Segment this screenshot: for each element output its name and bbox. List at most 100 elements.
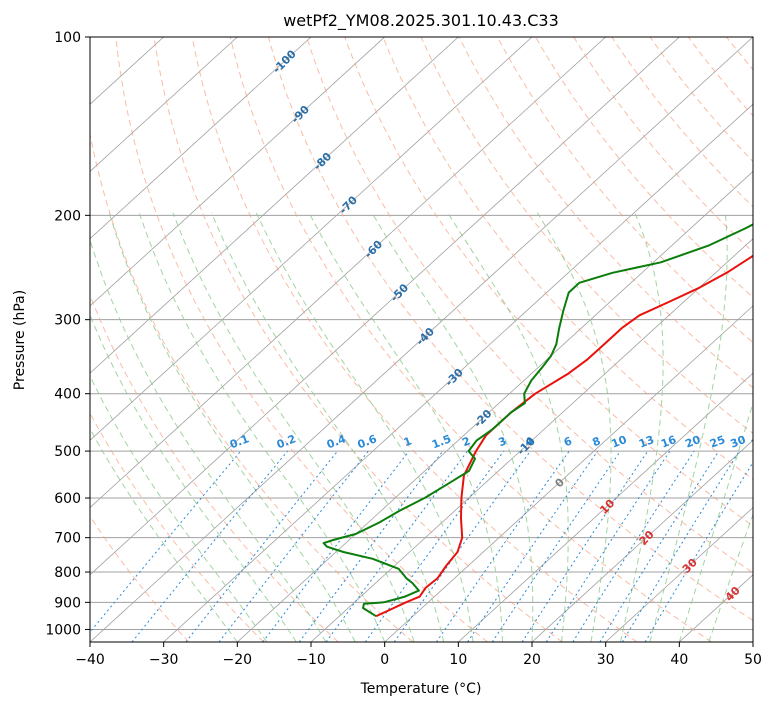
background-lines xyxy=(90,37,775,642)
moist-adiabat-line xyxy=(172,212,415,642)
y-tick-label: 200 xyxy=(54,208,81,224)
moist-adiabat-line xyxy=(90,313,297,642)
x-tick-label: 10 xyxy=(449,652,467,668)
mixing-ratio-line xyxy=(491,450,621,642)
mixing-ratio-label: 16 xyxy=(659,433,678,451)
isotherm-line xyxy=(90,37,312,240)
x-tick-label: −30 xyxy=(149,652,179,668)
dry-adiabat-line xyxy=(191,37,638,642)
mixing-ratio-label: 3 xyxy=(497,434,509,449)
mixing-ratio-line xyxy=(218,450,369,642)
moist-adiabat-line xyxy=(447,212,569,642)
x-tick-label: 30 xyxy=(597,652,615,668)
dry-adiabat-line xyxy=(344,37,753,527)
mixing-ratio-line xyxy=(599,450,720,642)
moist-adiabat-line xyxy=(678,401,753,642)
isotherm-line xyxy=(752,641,753,642)
mixing-ratio-line xyxy=(621,450,740,642)
dry-adiabat-line xyxy=(420,37,753,434)
mixing-ratio-label: 1 xyxy=(402,434,414,449)
isotherm-line xyxy=(90,37,533,441)
dry-adiabat-line xyxy=(268,37,753,622)
isotherm-line xyxy=(90,37,385,307)
mixing-ratio-label: 30 xyxy=(729,433,748,451)
plot-frame xyxy=(89,36,754,643)
mixing-ratio-label: 36 xyxy=(749,433,768,451)
isotherm-line xyxy=(605,507,753,642)
x-tick-label: −20 xyxy=(223,652,253,668)
y-tick-label: 600 xyxy=(54,491,81,507)
x-tick-label: −40 xyxy=(75,652,105,668)
dry-adiabat-line xyxy=(153,37,563,642)
y-tick-label: 800 xyxy=(54,565,81,581)
moist-adiabat-line xyxy=(108,212,356,642)
y-tick-label: 700 xyxy=(54,531,81,547)
isotherm-line xyxy=(310,238,753,642)
isotherm-line xyxy=(237,170,753,642)
mixing-ratio-line xyxy=(644,461,753,642)
isotherm-line xyxy=(90,37,459,374)
mixing-ratio-line xyxy=(521,450,649,642)
dry-adiabat-line xyxy=(458,37,753,389)
dry-adiabat-line xyxy=(382,37,753,481)
temperature-profile-line xyxy=(375,254,753,618)
chart-title: wetPf2_YM08.2025.301.10.43.C33 xyxy=(283,11,559,31)
y-tick-label: 100 xyxy=(54,30,81,46)
dry-adiabat-line xyxy=(90,131,414,642)
mixing-ratio-line xyxy=(185,450,338,642)
mixing-ratio-label: 2 xyxy=(460,434,472,449)
isotherm-line xyxy=(90,37,238,172)
y-tick-label: 300 xyxy=(54,313,81,329)
y-tick-label: 1000 xyxy=(45,622,81,638)
moist-adiabat-line xyxy=(211,212,445,642)
moist-adiabat-line xyxy=(138,212,386,642)
dry-adiabat-line xyxy=(306,37,753,574)
dry-adiabat-line xyxy=(649,37,753,163)
moist-adiabat-line xyxy=(90,238,327,642)
isotherm-line xyxy=(384,305,753,642)
y-axis-label: Pressure (hPa) xyxy=(12,290,28,390)
mixing-ratio-line xyxy=(131,450,288,642)
moist-adiabat-line xyxy=(255,212,474,642)
x-tick-label: 50 xyxy=(744,652,762,668)
dry-adiabat-line xyxy=(765,37,775,642)
dry-adiabat-line xyxy=(229,37,712,642)
dry-adiabat-line xyxy=(496,37,753,344)
moist-adiabat-line xyxy=(536,212,612,642)
x-axis-label: Temperature (°C) xyxy=(360,681,482,697)
dry-adiabat-line xyxy=(573,37,753,253)
dewpoint-profile-line xyxy=(322,223,753,618)
isotherm-line xyxy=(90,37,606,509)
mixing-ratio-label: 10 xyxy=(610,433,629,451)
x-tick-label: 40 xyxy=(670,652,688,668)
y-tick-label: 500 xyxy=(54,444,81,460)
isotherm-line xyxy=(163,103,753,642)
mixing-ratio-label: 8 xyxy=(591,434,603,449)
moist-adiabat-line xyxy=(619,212,664,642)
x-tick-label: 0 xyxy=(380,652,389,668)
mixing-ratio-line xyxy=(467,450,599,642)
isotherm-line xyxy=(90,37,753,642)
x-tick-label: 20 xyxy=(523,652,541,668)
y-tick-label: 400 xyxy=(54,387,81,403)
axes: −40 −30 −20 −10 0 10 20 30 40 50 100 200 300 400 500 60… xyxy=(45,30,762,668)
profile-lines xyxy=(322,223,753,618)
moist-adiabat-line xyxy=(308,212,503,642)
isotherm-line xyxy=(90,37,680,576)
mixing-ratio-line xyxy=(262,450,410,642)
y-tick-label: 900 xyxy=(54,595,81,611)
isotherm-line xyxy=(458,372,753,642)
mixing-ratio-line xyxy=(90,450,242,633)
moist-adiabat-line xyxy=(371,212,534,642)
isotherm-line xyxy=(531,439,753,642)
dry-adiabat-line xyxy=(90,412,264,642)
mixing-ratio-line xyxy=(364,450,505,642)
mixing-ratio-line xyxy=(393,450,531,642)
x-tick-label: −10 xyxy=(296,652,326,668)
dry-adiabat-line xyxy=(90,293,339,642)
mixing-ratio-label: 20 xyxy=(683,433,702,451)
mixing-ratio-label: 13 xyxy=(637,433,656,451)
mixing-ratio-line xyxy=(435,450,570,642)
mixing-ratio-label: 25 xyxy=(708,433,727,451)
